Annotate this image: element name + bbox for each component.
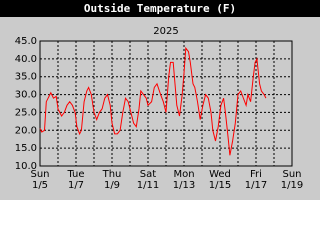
chart: 2025 10.0 15.0 20.0 25.0 30.0 35.0 40.0 45.0 Out…: [0, 0, 320, 200]
y-tick-label: 15.0: [15, 143, 37, 154]
x-tick-label: Mon 1/13: [172, 169, 196, 191]
plot: 2025 10.0 15.0 20.0 25.0 30.0 35.0 40.0 45.0: [15, 26, 293, 172]
chart-title: Outside Temperature (F): [0, 0, 320, 17]
x-tick-label: Wed 1/15: [208, 169, 232, 191]
y-tick-label: 25.0: [15, 107, 37, 118]
y-tick-label: 40.0: [15, 54, 37, 65]
plot-frame: [39, 40, 293, 167]
x-tick-label: Sun 1/5: [30, 169, 50, 191]
y-tick-label: 20.0: [15, 125, 37, 136]
x-tick-label: Sat 1/11: [136, 169, 160, 191]
data-line: [39, 46, 267, 156]
y-tick-label: 10.0: [15, 161, 37, 172]
x-tick-label: Thu 1/9: [102, 169, 122, 191]
x-tick-label: Sun 1/19: [280, 169, 304, 191]
subtitle: 2025: [153, 26, 178, 37]
y-tick-label: 30.0: [15, 90, 37, 101]
y-tick-label: 45.0: [15, 36, 37, 47]
x-tick-label: Tue 1/7: [67, 169, 85, 191]
x-tick-label: Fri 1/17: [244, 169, 268, 191]
y-tick-label: 35.0: [15, 72, 37, 83]
